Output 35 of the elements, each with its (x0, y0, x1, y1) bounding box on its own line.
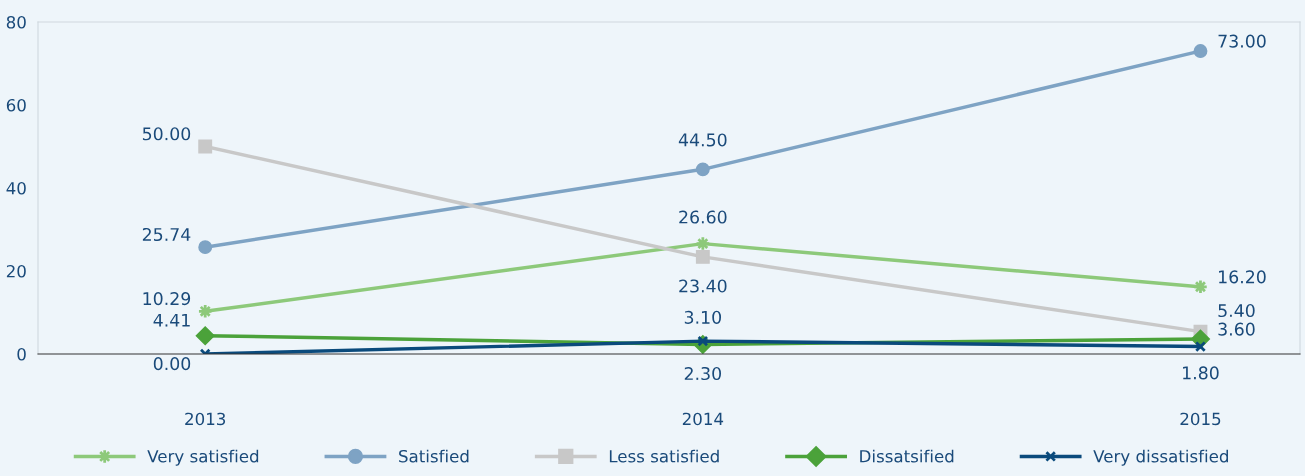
data-label: 1.80 (1183, 366, 1219, 380)
x-tick-label: 2015 (1180, 412, 1221, 426)
legend-label: Very satisfied (147, 449, 259, 466)
data-label: 0.00 (153, 357, 191, 371)
x-tick-label: 2014 (682, 412, 724, 426)
data-label: 16.20 (1219, 270, 1266, 284)
data-label: 44.50 (678, 133, 727, 147)
point (695, 162, 710, 177)
data-label: 50.00 (142, 127, 191, 141)
data-label: 3.60 (1218, 322, 1255, 336)
data-label: 10.29 (143, 292, 191, 306)
y-tick-label: 40 (6, 181, 26, 195)
legend-label: Less satisfied (609, 449, 719, 463)
point (198, 240, 213, 255)
y-tick-label: 80 (6, 15, 26, 29)
data-label: 26.60 (679, 210, 727, 224)
data-label: 5.40 (1218, 303, 1255, 318)
data-label: 23.40 (679, 279, 727, 293)
y-tick-label: 0 (17, 347, 26, 361)
y-tick-label: 60 (6, 98, 26, 112)
data-label: 4.41 (153, 313, 190, 327)
x-tick-label: 2013 (185, 412, 226, 426)
data-label: 2.30 (684, 366, 722, 381)
point (1193, 44, 1208, 58)
data-label: 3.10 (684, 310, 722, 324)
point (695, 249, 710, 264)
point (195, 326, 215, 346)
data-label: 25.74 (142, 227, 191, 242)
legend-label: Very dissatisfied (1093, 449, 1228, 466)
point (198, 139, 213, 154)
point (1194, 340, 1207, 353)
legend-label: Satisfied (399, 449, 469, 463)
y-tick-label: 20 (6, 264, 26, 278)
data-label: 73.00 (1218, 34, 1266, 48)
legend-label: Dissatsified (860, 449, 954, 463)
